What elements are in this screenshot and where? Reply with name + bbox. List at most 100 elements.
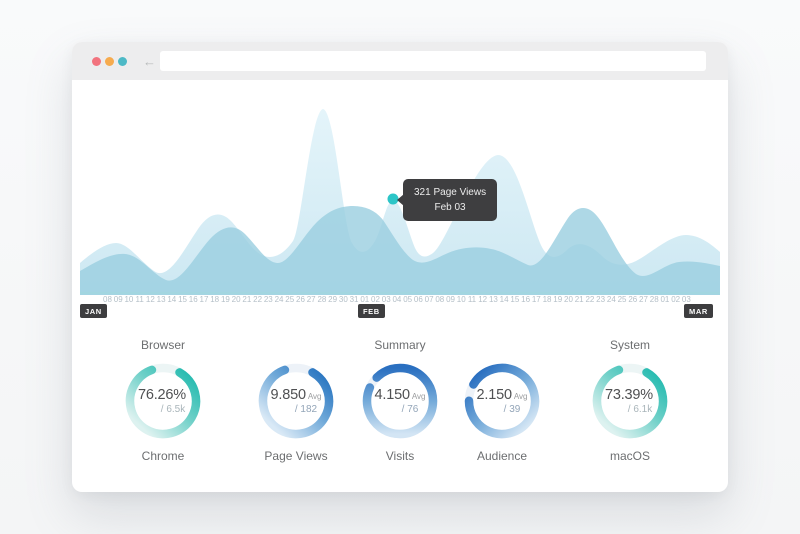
axis-label-11: 19 (220, 295, 230, 304)
browser-window: ← → 321 Page Views Feb 03 08091011121314… (72, 42, 728, 492)
donut-label-chrome: Chrome (141, 449, 185, 463)
axis-label-45: 22 (585, 295, 595, 304)
axis-label-14: 22 (253, 295, 263, 304)
donut-total: / 182 (294, 404, 318, 415)
axis-label-27: 04 (392, 295, 402, 304)
axis-label-46: 23 (596, 295, 606, 304)
axis-label-33: 10 (456, 295, 466, 304)
browser-chrome: ← → (72, 42, 728, 80)
axis-label-44: 21 (574, 295, 584, 304)
axis-label-31: 08 (435, 295, 445, 304)
axis-label-12: 20 (231, 295, 241, 304)
zoom-window-icon[interactable] (118, 56, 127, 66)
donut-macos[interactable]: 73.39% / 6.1k (591, 362, 669, 440)
donut-ring (362, 363, 438, 439)
axis-label-8: 16 (188, 295, 198, 304)
axis-label-42: 19 (553, 295, 563, 304)
axis-label-47: 24 (606, 295, 616, 304)
axis-label-43: 20 (564, 295, 573, 304)
minimize-window-icon[interactable] (105, 56, 114, 66)
donut-total: / 6.5k (160, 404, 186, 415)
stat-card-browser: Browser 76.26% / 6.5k Chrome (103, 338, 223, 463)
donut-chrome[interactable]: 76.26% / 6.5k (124, 362, 202, 440)
axis-label-4: 12 (145, 295, 155, 304)
donut-value: 76.26% (138, 387, 186, 403)
axis-label-10: 18 (210, 295, 220, 304)
donut-label-audience: Audience (476, 449, 528, 463)
donut-label-pageviews: Page Views (264, 449, 328, 463)
axis-label-34: 11 (467, 295, 477, 304)
axis-label-2: 10 (124, 295, 134, 304)
close-window-icon[interactable] (92, 56, 101, 66)
donut-unit: Avg (307, 392, 322, 401)
url-bar[interactable] (160, 51, 706, 71)
group-heading-system: System (609, 338, 650, 352)
donut-visits[interactable]: 4.150 Avg / 76 (361, 362, 439, 440)
donut-total: / 39 (503, 404, 521, 415)
axis-label-36: 13 (488, 295, 498, 304)
axis-label-22: 30 (338, 295, 348, 304)
donut-total: / 6.1k (627, 404, 653, 415)
month-badge-jan: JAN (80, 304, 107, 318)
tooltip-value: 321 Page Views (414, 187, 487, 198)
axis-label-21: 29 (328, 295, 338, 304)
stat-card-pageviews: 9.850 Avg / 182 Page Views (236, 338, 356, 463)
axis-label-5: 13 (156, 295, 166, 304)
axis-label-30: 07 (424, 295, 434, 304)
month-badge-feb: FEB (358, 304, 385, 318)
stat-card-visits: Summary 4.150 Avg / 76 Visits (340, 338, 460, 463)
axis-label-0: 08 (103, 295, 112, 304)
highlight-dot[interactable] (387, 193, 399, 205)
donut-value: 9.850 (270, 387, 306, 403)
axis-label-3: 11 (135, 295, 144, 304)
axis-label-38: 15 (510, 295, 520, 304)
axis-label-17: 25 (285, 295, 295, 304)
donut-audience[interactable]: 2.150 Avg / 39 (463, 362, 541, 440)
axis-label-35: 12 (478, 295, 488, 304)
tooltip-date: Feb 03 (434, 202, 466, 213)
chart-tooltip: 321 Page Views Feb 03 (396, 179, 498, 221)
donut-unit: Avg (513, 392, 528, 401)
axis-label-41: 18 (542, 295, 552, 304)
donut-ring (464, 363, 540, 439)
axis-label-23: 31 (349, 295, 359, 304)
axis-label-13: 21 (242, 295, 252, 304)
donut-ring (125, 363, 201, 439)
axis-label-24: 01 (360, 295, 370, 304)
donut-label-macos: macOS (609, 449, 650, 463)
donut-unit: Avg (411, 392, 426, 401)
stat-card-system: System 73.39% / 6.1k macOS (570, 338, 690, 463)
axis-label-54: 03 (681, 295, 691, 304)
axis-label-16: 24 (274, 295, 284, 304)
donut-value: 73.39% (605, 387, 653, 403)
axis-label-53: 02 (671, 295, 681, 304)
donut-ring (258, 363, 334, 439)
month-badge-mar: MAR (684, 304, 713, 318)
back-icon[interactable]: ← (143, 53, 156, 69)
axis-label-15: 23 (263, 295, 273, 304)
axis-label-49: 26 (628, 295, 638, 304)
axis-label-25: 02 (371, 295, 380, 304)
axis-label-29: 06 (413, 295, 423, 304)
axis-label-6: 14 (167, 295, 177, 304)
axis-label-50: 27 (639, 295, 648, 304)
group-heading-spacer (442, 338, 562, 353)
axis-label-9: 17 (199, 295, 209, 304)
axis-label-40: 17 (531, 295, 541, 304)
axis-label-19: 27 (306, 295, 316, 304)
donut-value: 2.150 (476, 387, 512, 403)
group-heading-browser: Browser (140, 338, 185, 352)
axis-label-26: 03 (381, 295, 391, 304)
traffic-area-chart (80, 109, 720, 295)
axis-label-39: 16 (521, 295, 531, 304)
donut-pageviews[interactable]: 9.850 Avg / 182 (257, 362, 335, 440)
group-heading-summary: Summary (374, 338, 426, 352)
donut-ring (592, 363, 668, 439)
traffic-lights (92, 56, 131, 66)
axis-labels: 08 09 10 11 12 13 14 15 16 17 18 19 20 21 22 23 24 25 26 27… (72, 295, 728, 307)
axis-label-48: 25 (617, 295, 627, 304)
axis-label-37: 14 (499, 295, 509, 304)
axis-label-18: 26 (296, 295, 305, 304)
donut-label-visits: Visits (385, 449, 415, 463)
axis-label-51: 28 (649, 295, 659, 304)
